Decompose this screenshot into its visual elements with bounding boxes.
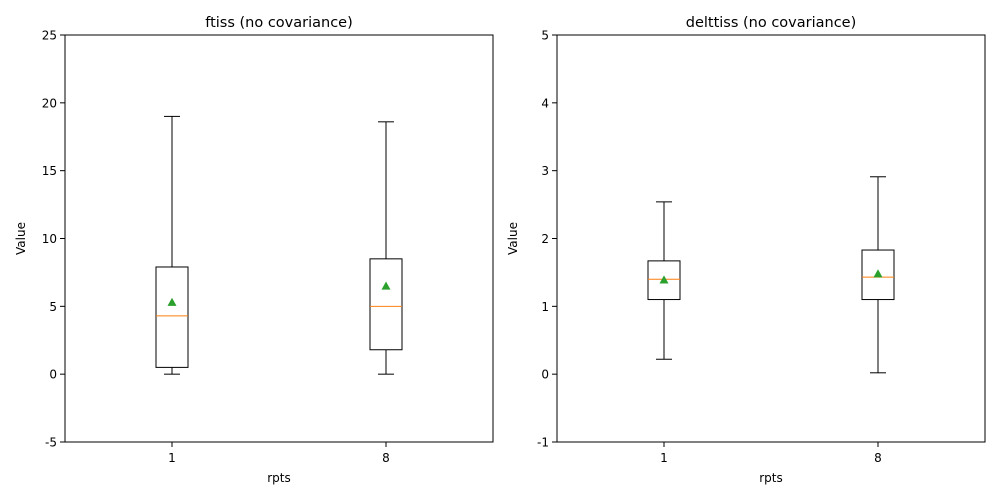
mean-marker <box>873 269 883 278</box>
iqr-box <box>155 266 189 368</box>
y-tick-label: -1 <box>537 436 549 450</box>
y-tick-label: 4 <box>541 96 549 110</box>
x-axis-label: rpts <box>267 471 291 485</box>
plot-frame <box>556 34 986 443</box>
y-tick-label: 5 <box>541 29 549 43</box>
y-tick-label: -5 <box>45 436 57 450</box>
x-tick-label: 8 <box>382 451 390 465</box>
mean-marker <box>659 275 669 284</box>
y-tick-label: 5 <box>49 300 57 314</box>
y-tick-label: 3 <box>541 164 549 178</box>
plot-frame <box>64 34 494 443</box>
y-tick-label: 20 <box>42 96 57 110</box>
iqr-box <box>369 258 403 351</box>
y-axis-label: Value <box>14 222 28 255</box>
chart-title: delttiss (no covariance) <box>686 15 857 31</box>
right-chart-panel: delttiss (no covariance) -1 0 1 2 3 4 5 1 8 rpts Va… <box>506 15 986 485</box>
box-plot-8 <box>861 176 895 374</box>
y-tick-label: 2 <box>541 232 549 246</box>
left-chart-panel: ftiss (no covariance) -5 0 5 10 15 20 25 1 8 rpts V… <box>14 15 494 485</box>
y-tick-label: 25 <box>42 29 57 43</box>
box-plot-1 <box>647 201 681 360</box>
y-tick-label: 15 <box>42 164 57 178</box>
y-tick-label: 0 <box>49 368 57 382</box>
box-plot-1 <box>155 115 189 375</box>
y-tick-label: 0 <box>541 368 549 382</box>
y-axis-label: Value <box>506 222 520 255</box>
box-plot-8 <box>369 121 403 375</box>
x-tick-label: 1 <box>168 451 176 465</box>
y-tick-label: 1 <box>541 300 549 314</box>
mean-marker <box>167 297 177 306</box>
x-tick-label: 1 <box>660 451 668 465</box>
iqr-box <box>861 249 895 301</box>
mean-marker <box>381 281 391 290</box>
x-tick-label: 8 <box>874 451 882 465</box>
chart-title: ftiss (no covariance) <box>205 15 353 31</box>
y-tick-label: 10 <box>42 232 57 246</box>
iqr-box <box>647 260 681 301</box>
x-axis-label: rpts <box>759 471 783 485</box>
